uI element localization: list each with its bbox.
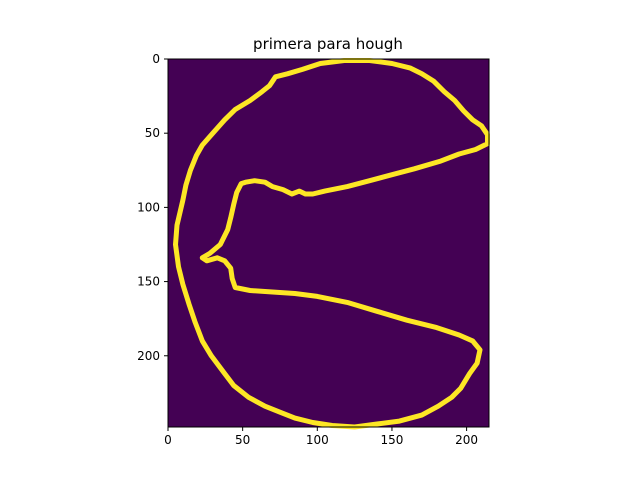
chart-title: primera para hough <box>253 35 403 53</box>
x-tick-label: 50 <box>235 433 250 447</box>
x-tick-label: 100 <box>306 433 329 447</box>
plot-area <box>167 58 490 430</box>
y-tick-label: 50 <box>145 126 160 140</box>
image-background <box>168 59 489 427</box>
x-tick-label: 150 <box>381 433 404 447</box>
x-axis: 0 50 100 150 200 <box>164 427 478 447</box>
x-tick-label: 0 <box>164 433 172 447</box>
axes-frame <box>167 58 490 428</box>
edge-contour <box>173 58 490 430</box>
y-tick-label: 0 <box>152 52 160 66</box>
y-tick-label: 100 <box>137 200 160 214</box>
y-tick-label: 200 <box>137 349 160 363</box>
y-tick-label: 150 <box>137 275 160 289</box>
y-axis: 0 50 100 150 200 <box>137 52 168 363</box>
x-tick-label: 200 <box>455 433 478 447</box>
